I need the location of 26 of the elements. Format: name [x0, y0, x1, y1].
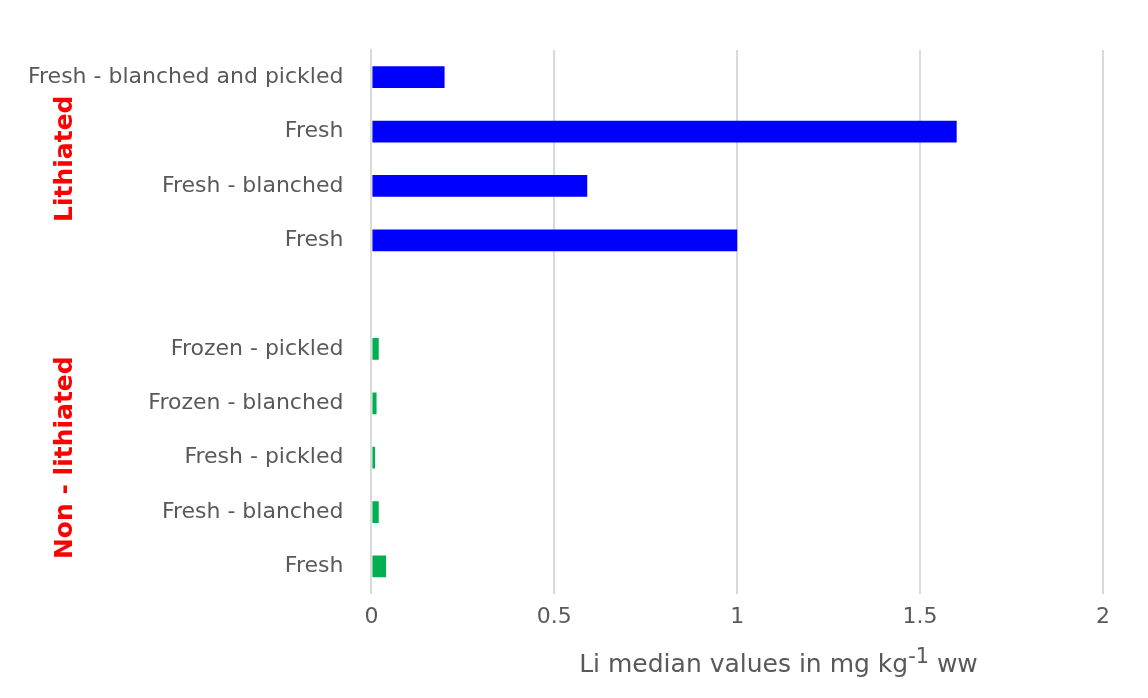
- y-tick-label: Fresh - blanched: [161, 497, 344, 523]
- bar: [372, 66, 445, 89]
- x-tick-label: 1: [730, 602, 745, 628]
- x-tick-label: 1.5: [902, 602, 938, 628]
- bar: [372, 555, 387, 578]
- bar: [372, 501, 379, 523]
- x-axis-title: Li median values in mg kg$^{-1}$ ww: [578, 644, 979, 679]
- bar: [372, 392, 377, 415]
- y-tick-label: Fresh: [284, 225, 344, 251]
- y-tick-label: Frozen - blanched: [148, 389, 344, 415]
- bar: [372, 120, 957, 143]
- bar: [372, 175, 588, 197]
- x-tick-label: 2: [1096, 602, 1110, 628]
- x-tick-label: 0: [364, 602, 379, 628]
- bar: [372, 446, 376, 469]
- y-tick-label: Fresh: [284, 117, 344, 143]
- y-tick-label: Fresh - blanched: [161, 171, 344, 197]
- y-tick-label: Fresh: [284, 552, 344, 578]
- x-tick-label: 0.5: [536, 602, 572, 628]
- bar: [372, 229, 738, 252]
- y-tick-label: Frozen - pickled: [170, 334, 344, 360]
- text: Non - lithiated: [48, 356, 78, 560]
- y-tick-label: Fresh - blanched and pickled: [27, 62, 344, 88]
- text: Lithiated: [48, 95, 78, 222]
- y-tick-label: Fresh - pickled: [184, 443, 344, 469]
- bar: [372, 338, 379, 360]
